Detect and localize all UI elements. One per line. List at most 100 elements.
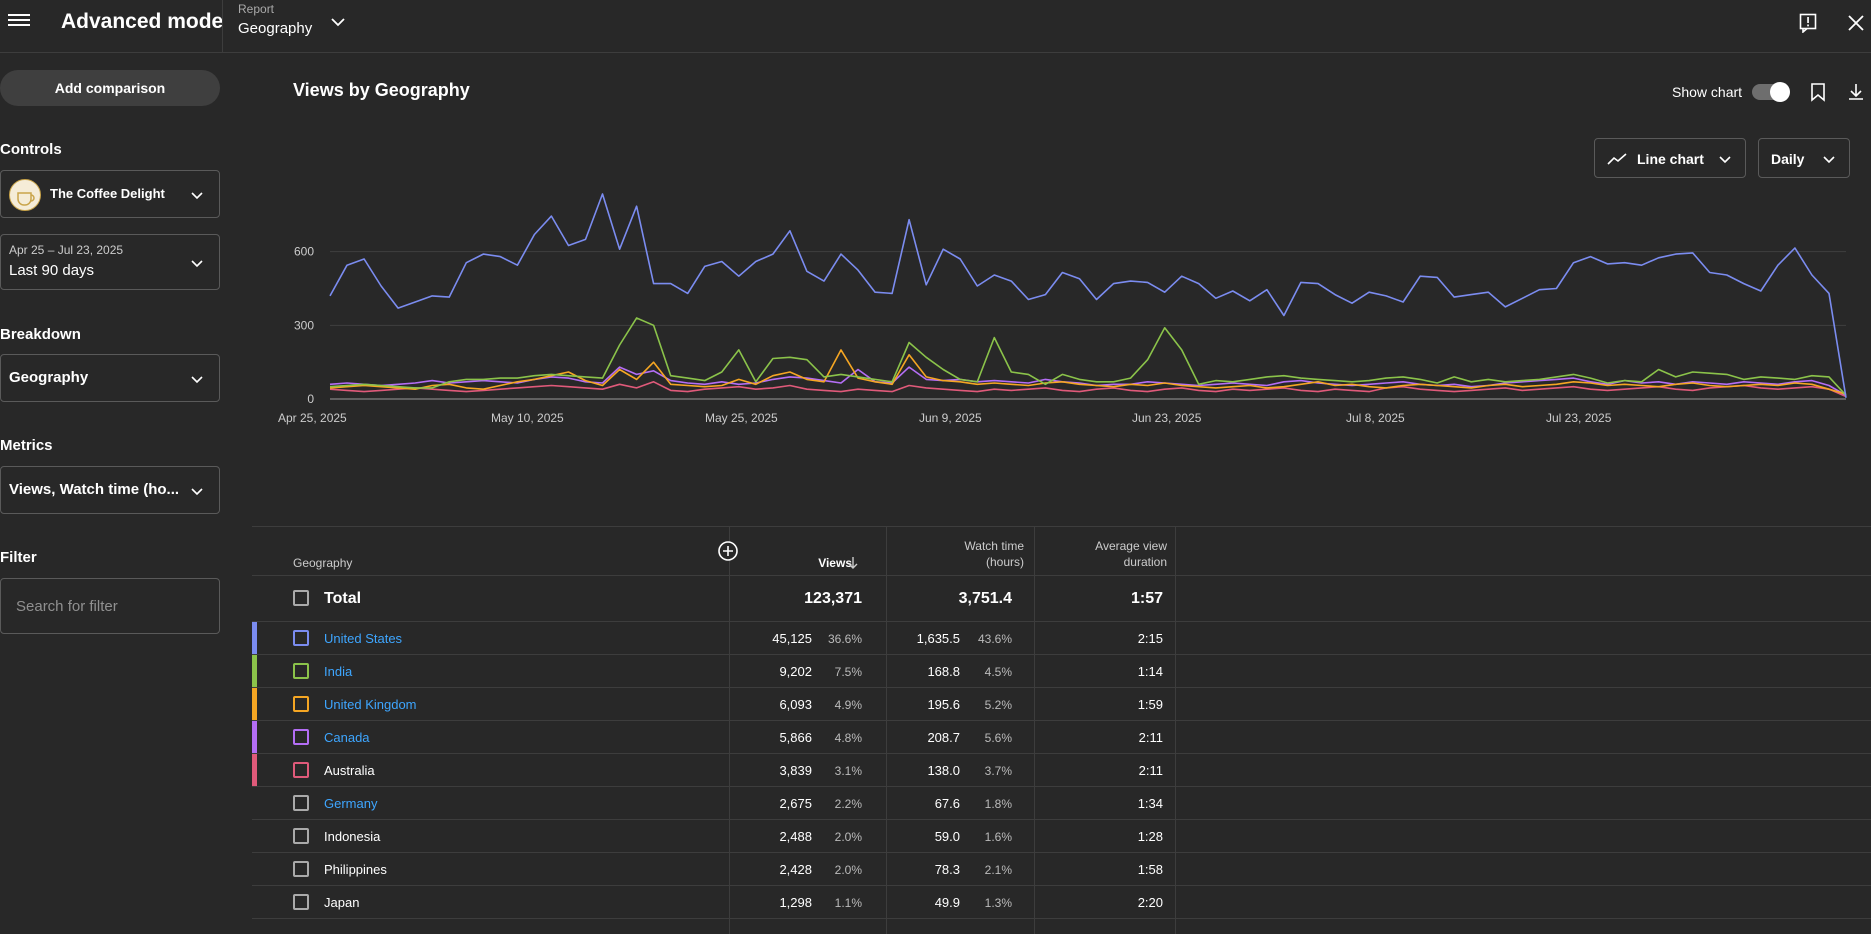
column-divider bbox=[886, 527, 887, 934]
row-checkbox[interactable] bbox=[293, 663, 309, 679]
channel-name: The Coffee Delight bbox=[50, 186, 165, 201]
bookmark-icon[interactable] bbox=[1808, 82, 1828, 102]
add-comparison-button[interactable]: Add comparison bbox=[0, 70, 220, 106]
chart-type-dropdown[interactable]: Line chart bbox=[1594, 138, 1746, 178]
views-percent: 3.1% bbox=[834, 764, 862, 778]
series-line-united-states[interactable] bbox=[329, 193, 1847, 398]
row-checkbox[interactable] bbox=[293, 828, 309, 844]
hamburger-menu-icon[interactable] bbox=[8, 11, 30, 31]
x-tick-label: Apr 25, 2025 bbox=[278, 411, 347, 425]
watch-time-percent: 1.8% bbox=[984, 797, 1012, 811]
watch-time-value: 59.0 bbox=[934, 829, 960, 844]
breakdown-selector[interactable]: Geography bbox=[0, 354, 220, 402]
watch-time-value: 208.7 bbox=[927, 730, 960, 745]
col-header-avg-view-duration[interactable]: Average view duration bbox=[1052, 538, 1167, 570]
avd-value: 1:59 bbox=[1137, 697, 1163, 712]
geography-name[interactable]: United Kingdom bbox=[324, 697, 417, 712]
avd-value: 2:20 bbox=[1137, 895, 1163, 910]
table-row: India 9,202 7.5% 168.8 4.5% 1:14 bbox=[252, 655, 1871, 688]
report-value[interactable]: Geography bbox=[238, 20, 313, 37]
watch-time-percent: 43.6% bbox=[977, 632, 1012, 646]
close-icon[interactable] bbox=[1846, 13, 1866, 33]
app-title: Advanced mode bbox=[61, 10, 224, 33]
geography-name[interactable]: United States bbox=[324, 631, 403, 646]
metrics-selector[interactable]: Views, Watch time (ho... bbox=[0, 466, 220, 514]
geography-name: Indonesia bbox=[324, 829, 381, 844]
table-row: Japan 1,298 1.1% 49.9 1.3% 2:20 bbox=[252, 886, 1871, 919]
x-tick-label: May 25, 2025 bbox=[705, 411, 778, 425]
sidebar: Add comparison Controls The Coffee Delig… bbox=[0, 54, 222, 933]
col-header-views[interactable]: Views bbox=[818, 556, 852, 570]
chevron-down-icon bbox=[191, 376, 203, 384]
download-icon[interactable] bbox=[1846, 82, 1866, 102]
show-chart-label: Show chart bbox=[1672, 84, 1743, 100]
total-row: Total 123,371 3,751.4 1:57 bbox=[252, 576, 1871, 622]
row-checkbox[interactable] bbox=[293, 762, 309, 778]
column-divider bbox=[1034, 527, 1035, 934]
views-value: 2,675 bbox=[779, 796, 812, 811]
views-percent: 7.5% bbox=[834, 665, 862, 679]
x-tick-label: Jun 9, 2025 bbox=[919, 411, 982, 425]
col-header-watch-time[interactable]: Watch time (hours) bbox=[912, 538, 1024, 570]
breakdown-title: Breakdown bbox=[0, 326, 81, 343]
avd-value: 1:58 bbox=[1137, 862, 1163, 877]
total-label: Total bbox=[324, 590, 362, 607]
geography-name[interactable]: Germany bbox=[324, 796, 378, 811]
filter-title: Filter bbox=[0, 549, 37, 566]
watch-time-value: 138.0 bbox=[927, 763, 960, 778]
watch-time-value: 67.6 bbox=[934, 796, 960, 811]
x-tick-label: Jun 23, 2025 bbox=[1132, 411, 1202, 425]
y-tick-label: 900 bbox=[294, 184, 314, 185]
channel-avatar bbox=[9, 179, 41, 211]
y-tick-label: 0 bbox=[307, 392, 314, 406]
top-bar: Advanced mode Report Geography bbox=[0, 0, 1871, 53]
chevron-down-icon[interactable] bbox=[328, 12, 348, 32]
add-column-icon[interactable] bbox=[717, 540, 739, 562]
series-line-australia[interactable] bbox=[329, 381, 1847, 398]
row-checkbox[interactable] bbox=[293, 630, 309, 646]
series-line-united-kingdom[interactable] bbox=[329, 349, 1847, 395]
feedback-icon[interactable] bbox=[1799, 13, 1817, 33]
arrow-down-icon[interactable] bbox=[846, 556, 860, 570]
row-checkbox[interactable] bbox=[293, 894, 309, 910]
row-checkbox[interactable] bbox=[293, 795, 309, 811]
chevron-down-icon bbox=[191, 192, 203, 200]
watch-time-value: 49.9 bbox=[934, 895, 960, 910]
divider bbox=[222, 0, 223, 53]
line-chart: 0 300 600 900 Apr 25, 2025 May 10, 2025 May 25… bbox=[278, 184, 1847, 425]
watch-time-value: 1,635.5 bbox=[916, 631, 960, 646]
col-header-geography[interactable]: Geography bbox=[293, 556, 353, 570]
series-color-bar bbox=[252, 655, 257, 687]
views-value: 45,125 bbox=[772, 631, 812, 646]
x-tick-label: Jul 23, 2025 bbox=[1546, 411, 1612, 425]
column-divider bbox=[729, 527, 730, 934]
filter-search-input[interactable] bbox=[0, 578, 220, 634]
series-line-india[interactable] bbox=[329, 317, 1847, 396]
avd-value: 1:28 bbox=[1137, 829, 1163, 844]
watch-time-percent: 5.6% bbox=[984, 731, 1012, 745]
views-percent: 36.6% bbox=[827, 632, 862, 646]
date-range-selector[interactable]: Apr 25 – Jul 23, 2025 Last 90 days bbox=[0, 234, 220, 290]
column-divider bbox=[1175, 527, 1176, 934]
total-avd: 1:57 bbox=[1130, 590, 1163, 607]
watch-time-value: 195.6 bbox=[927, 697, 960, 712]
total-checkbox[interactable] bbox=[293, 590, 309, 606]
watch-time-percent: 4.5% bbox=[984, 665, 1012, 679]
table-row: Philippines 2,428 2.0% 78.3 2.1% 1:58 bbox=[252, 853, 1871, 886]
row-checkbox[interactable] bbox=[293, 729, 309, 745]
geography-name[interactable]: India bbox=[324, 664, 353, 679]
row-checkbox[interactable] bbox=[293, 696, 309, 712]
interval-dropdown[interactable]: Daily bbox=[1758, 138, 1850, 178]
controls-title: Controls bbox=[0, 141, 62, 158]
breakdown-value: Geography bbox=[9, 369, 89, 386]
geography-name[interactable]: Canada bbox=[324, 730, 370, 745]
avd-value: 2:11 bbox=[1138, 730, 1163, 745]
show-chart-toggle[interactable] bbox=[1752, 82, 1790, 102]
series-color-bar bbox=[252, 622, 257, 654]
views-percent: 2.0% bbox=[834, 863, 862, 877]
row-checkbox[interactable] bbox=[293, 861, 309, 877]
chevron-down-icon bbox=[1719, 156, 1731, 164]
watch-time-percent: 2.1% bbox=[984, 863, 1012, 877]
channel-selector[interactable]: The Coffee Delight bbox=[0, 170, 220, 218]
metrics-title: Metrics bbox=[0, 437, 53, 454]
